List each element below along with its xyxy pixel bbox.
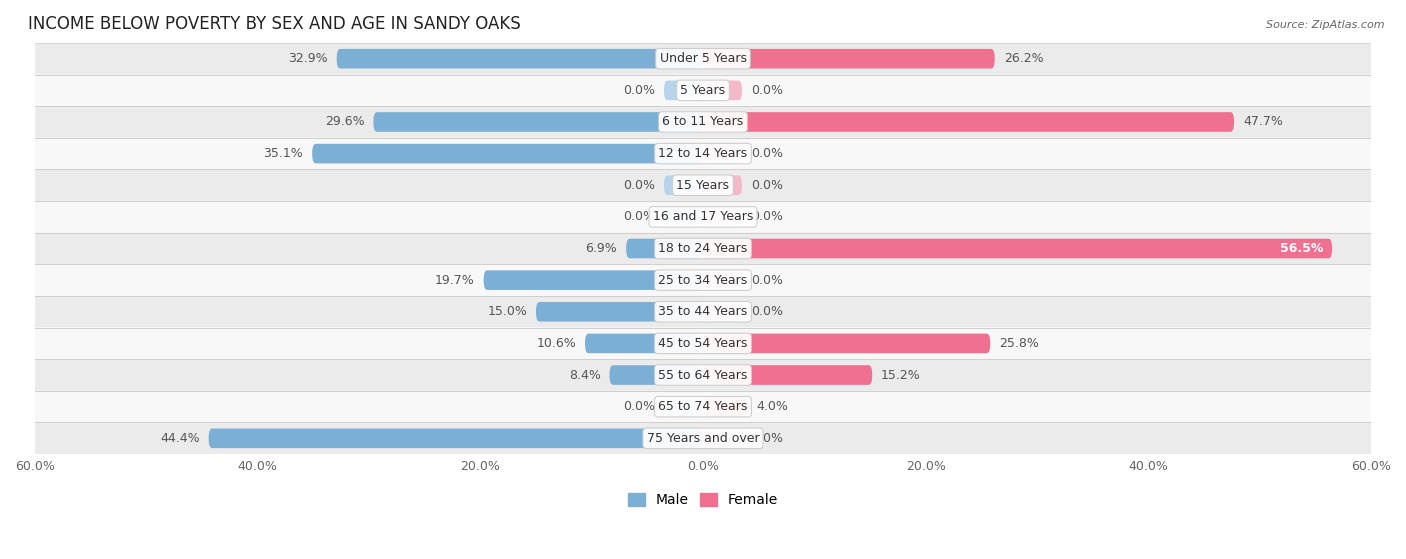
FancyBboxPatch shape: [585, 334, 703, 353]
Text: 10.6%: 10.6%: [536, 337, 576, 350]
FancyBboxPatch shape: [664, 176, 703, 195]
Text: 18 to 24 Years: 18 to 24 Years: [658, 242, 748, 255]
Text: 55 to 64 Years: 55 to 64 Years: [658, 368, 748, 382]
Text: 0.0%: 0.0%: [751, 210, 783, 224]
Text: 12 to 14 Years: 12 to 14 Years: [658, 147, 748, 160]
FancyBboxPatch shape: [35, 169, 1371, 201]
FancyBboxPatch shape: [703, 271, 742, 290]
FancyBboxPatch shape: [703, 429, 742, 448]
Text: 6.9%: 6.9%: [585, 242, 617, 255]
FancyBboxPatch shape: [35, 201, 1371, 233]
FancyBboxPatch shape: [35, 264, 1371, 296]
FancyBboxPatch shape: [703, 144, 742, 163]
Text: 0.0%: 0.0%: [751, 432, 783, 445]
FancyBboxPatch shape: [626, 239, 703, 258]
FancyBboxPatch shape: [703, 397, 748, 416]
FancyBboxPatch shape: [703, 80, 742, 100]
Text: 47.7%: 47.7%: [1243, 116, 1282, 129]
FancyBboxPatch shape: [703, 365, 872, 385]
Text: 15.0%: 15.0%: [488, 305, 527, 318]
Text: 15.2%: 15.2%: [882, 368, 921, 382]
Text: 4.0%: 4.0%: [756, 400, 789, 413]
FancyBboxPatch shape: [35, 138, 1371, 169]
FancyBboxPatch shape: [703, 334, 990, 353]
FancyBboxPatch shape: [536, 302, 703, 321]
FancyBboxPatch shape: [35, 74, 1371, 106]
Legend: Male, Female: Male, Female: [623, 488, 783, 513]
FancyBboxPatch shape: [35, 423, 1371, 454]
FancyBboxPatch shape: [336, 49, 703, 69]
FancyBboxPatch shape: [703, 239, 1331, 258]
Text: 29.6%: 29.6%: [325, 116, 364, 129]
Text: INCOME BELOW POVERTY BY SEX AND AGE IN SANDY OAKS: INCOME BELOW POVERTY BY SEX AND AGE IN S…: [28, 15, 522, 33]
Text: 56.5%: 56.5%: [1279, 242, 1323, 255]
FancyBboxPatch shape: [664, 207, 703, 227]
Text: 6 to 11 Years: 6 to 11 Years: [662, 116, 744, 129]
Text: 44.4%: 44.4%: [160, 432, 200, 445]
Text: Under 5 Years: Under 5 Years: [659, 52, 747, 65]
Text: 25 to 34 Years: 25 to 34 Years: [658, 274, 748, 287]
FancyBboxPatch shape: [35, 106, 1371, 138]
Text: 19.7%: 19.7%: [434, 274, 475, 287]
Text: 5 Years: 5 Years: [681, 84, 725, 97]
Text: 0.0%: 0.0%: [751, 274, 783, 287]
FancyBboxPatch shape: [312, 144, 703, 163]
Text: Source: ZipAtlas.com: Source: ZipAtlas.com: [1267, 20, 1385, 30]
Text: 16 and 17 Years: 16 and 17 Years: [652, 210, 754, 224]
Text: 0.0%: 0.0%: [751, 179, 783, 192]
Text: 35 to 44 Years: 35 to 44 Years: [658, 305, 748, 318]
Text: 32.9%: 32.9%: [288, 52, 328, 65]
Text: 0.0%: 0.0%: [623, 210, 655, 224]
Text: 0.0%: 0.0%: [623, 84, 655, 97]
Text: 15 Years: 15 Years: [676, 179, 730, 192]
Text: 0.0%: 0.0%: [623, 179, 655, 192]
FancyBboxPatch shape: [208, 429, 703, 448]
FancyBboxPatch shape: [374, 112, 703, 132]
FancyBboxPatch shape: [703, 207, 742, 227]
FancyBboxPatch shape: [35, 43, 1371, 74]
FancyBboxPatch shape: [703, 176, 742, 195]
FancyBboxPatch shape: [35, 359, 1371, 391]
Text: 25.8%: 25.8%: [1000, 337, 1039, 350]
Text: 0.0%: 0.0%: [751, 147, 783, 160]
Text: 26.2%: 26.2%: [1004, 52, 1043, 65]
Text: 0.0%: 0.0%: [623, 400, 655, 413]
FancyBboxPatch shape: [703, 112, 1234, 132]
FancyBboxPatch shape: [664, 397, 703, 416]
FancyBboxPatch shape: [484, 271, 703, 290]
Text: 45 to 54 Years: 45 to 54 Years: [658, 337, 748, 350]
Text: 8.4%: 8.4%: [568, 368, 600, 382]
FancyBboxPatch shape: [35, 391, 1371, 423]
FancyBboxPatch shape: [609, 365, 703, 385]
Text: 0.0%: 0.0%: [751, 305, 783, 318]
Text: 75 Years and over: 75 Years and over: [647, 432, 759, 445]
FancyBboxPatch shape: [35, 296, 1371, 328]
Text: 35.1%: 35.1%: [263, 147, 304, 160]
Text: 0.0%: 0.0%: [751, 84, 783, 97]
FancyBboxPatch shape: [35, 233, 1371, 264]
FancyBboxPatch shape: [703, 49, 994, 69]
FancyBboxPatch shape: [664, 80, 703, 100]
FancyBboxPatch shape: [703, 302, 742, 321]
FancyBboxPatch shape: [35, 328, 1371, 359]
Text: 65 to 74 Years: 65 to 74 Years: [658, 400, 748, 413]
